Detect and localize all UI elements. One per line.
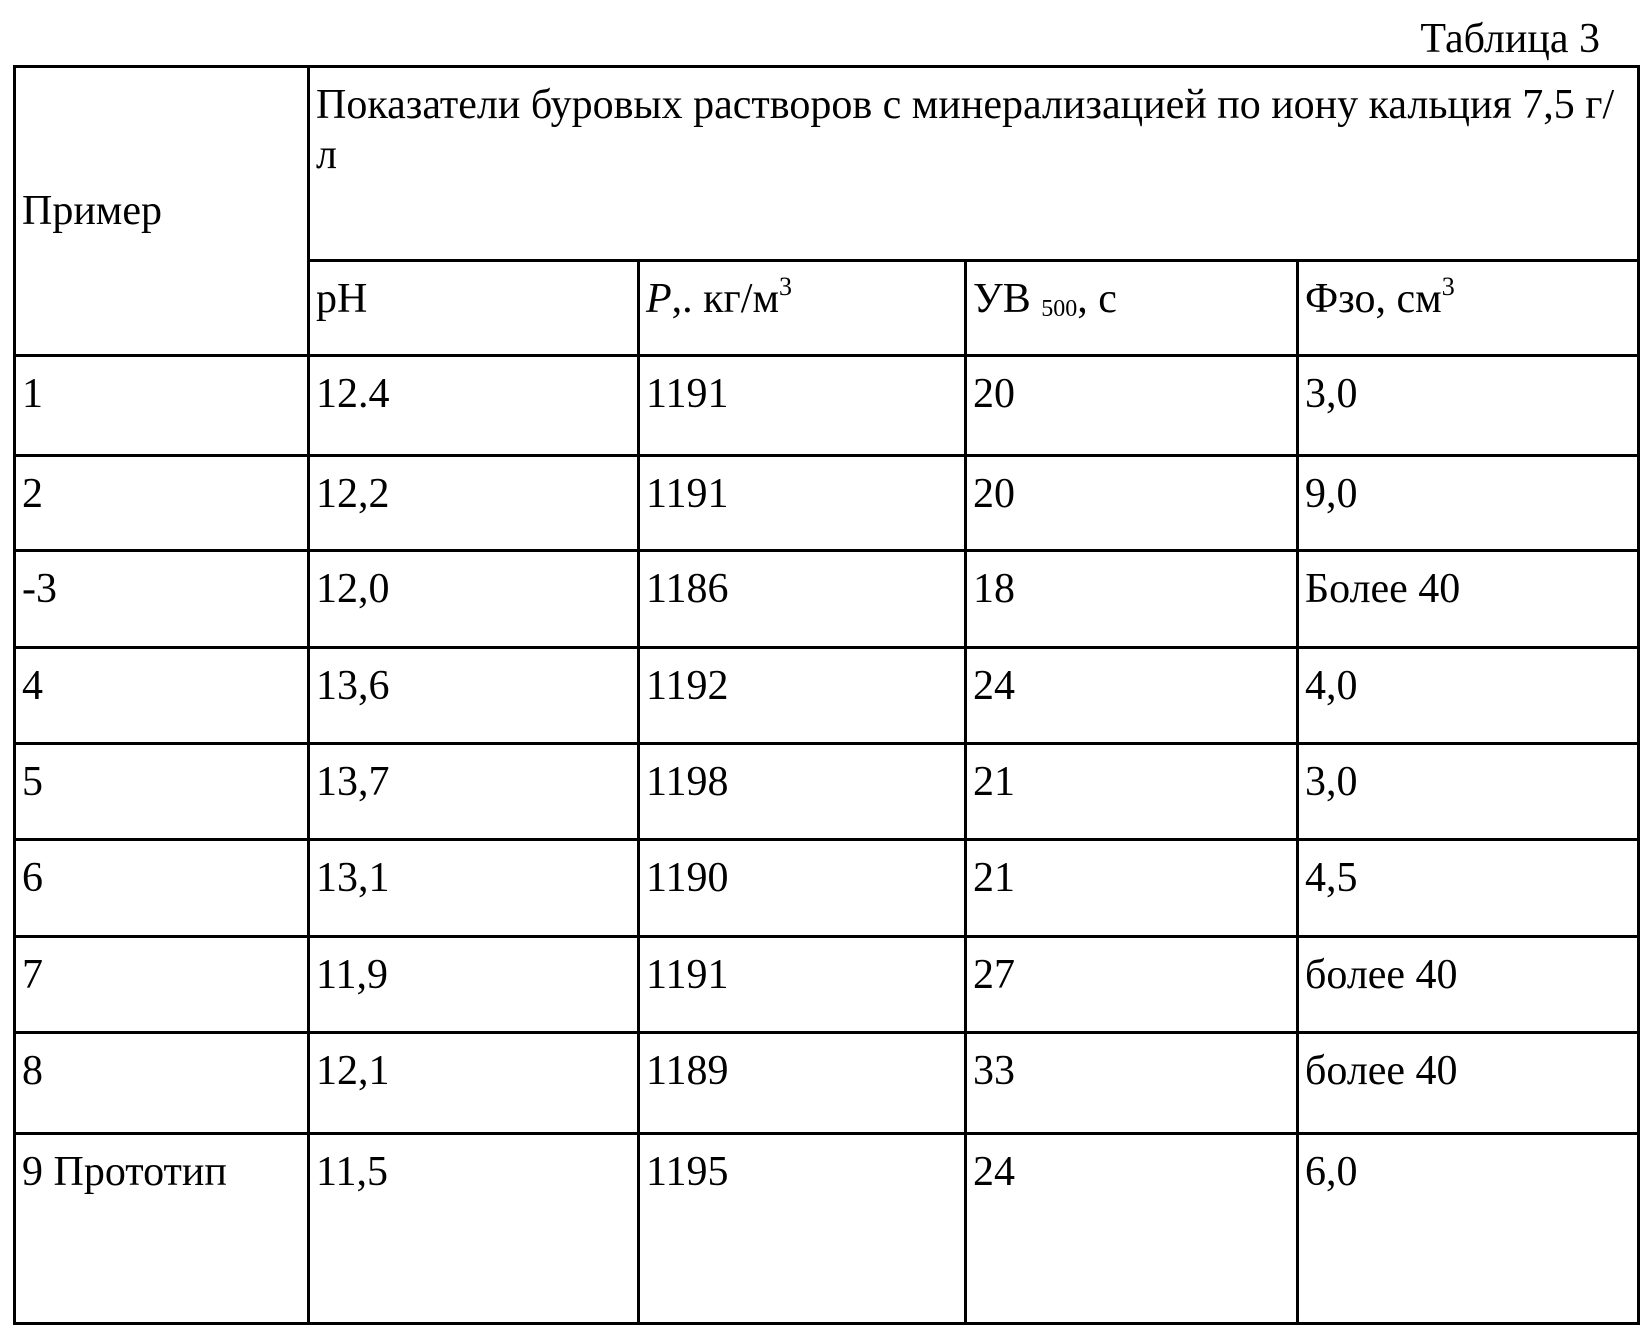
column-header: УВ 500, с — [966, 261, 1298, 356]
header-text-part: 3 — [779, 272, 792, 301]
table-caption: Таблица 3 — [1420, 14, 1600, 64]
table-cell: 8 — [15, 1033, 309, 1134]
table-cell: Более 40 — [1298, 551, 1639, 648]
table-cell: -3 — [15, 551, 309, 648]
header-text-part: 500 — [1041, 296, 1077, 322]
table-cell: 1191 — [639, 456, 966, 551]
table-cell: 21 — [966, 744, 1298, 840]
table-cell: 9,0 — [1298, 456, 1639, 551]
table-cell: 21 — [966, 840, 1298, 937]
table-cell: 12,0 — [309, 551, 639, 648]
table-cell: 9 Прототип — [15, 1134, 309, 1324]
header-text-part: pH — [316, 276, 367, 322]
column-header: Фзо, см3 — [1298, 261, 1639, 356]
table-cell: 4 — [15, 648, 309, 744]
header-group-cell: Показатели буровых растворов с минерализ… — [309, 67, 1639, 261]
header-row: ПримерПоказатели буровых растворов с мин… — [15, 67, 1639, 261]
table-row: 513,71198213,0 — [15, 744, 1639, 840]
table-cell: 20 — [966, 456, 1298, 551]
table-row: 413,61192244,0 — [15, 648, 1639, 744]
header-text-part: , с — [1077, 276, 1117, 322]
table-cell: более 40 — [1298, 937, 1639, 1033]
column-header: pH — [309, 261, 639, 356]
table-cell: 12,2 — [309, 456, 639, 551]
table-cell: 20 — [966, 356, 1298, 456]
table-cell: 1192 — [639, 648, 966, 744]
header-text-part: Фзо, см — [1305, 276, 1442, 322]
table-cell: 1190 — [639, 840, 966, 937]
table-cell: 7 — [15, 937, 309, 1033]
table-cell: 1198 — [639, 744, 966, 840]
table-cell: 3,0 — [1298, 356, 1639, 456]
table-cell: 4,0 — [1298, 648, 1639, 744]
table-cell: 4,5 — [1298, 840, 1639, 937]
table-cell: 1189 — [639, 1033, 966, 1134]
table-cell: 1195 — [639, 1134, 966, 1324]
data-table: ПримерПоказатели буровых растворов с мин… — [13, 65, 1640, 1325]
table-cell: 11,9 — [309, 937, 639, 1033]
table-cell: 1 — [15, 356, 309, 456]
table-cell: более 40 — [1298, 1033, 1639, 1134]
table-cell: 13,7 — [309, 744, 639, 840]
table-cell: 6 — [15, 840, 309, 937]
table-row: 613,11190214,5 — [15, 840, 1639, 937]
header-cell: Пример — [15, 67, 309, 356]
header-text-part: УВ — [973, 276, 1041, 322]
table-cell: 1191 — [639, 356, 966, 456]
table-cell: 24 — [966, 1134, 1298, 1324]
table-cell: 12,1 — [309, 1033, 639, 1134]
table-cell: 12.4 — [309, 356, 639, 456]
table-cell: 11,5 — [309, 1134, 639, 1324]
table-cell: 2 — [15, 456, 309, 551]
table-cell: 5 — [15, 744, 309, 840]
table-body: ПримерПоказатели буровых растворов с мин… — [15, 67, 1639, 1324]
header-text-part: ,. кг/м — [672, 276, 779, 322]
table-row: -312,0118618Более 40 — [15, 551, 1639, 648]
column-header: P,. кг/м3 — [639, 261, 966, 356]
table-cell: 6,0 — [1298, 1134, 1639, 1324]
table-cell: 24 — [966, 648, 1298, 744]
table-row: 812,1118933более 40 — [15, 1033, 1639, 1134]
table-row: 711,9119127более 40 — [15, 937, 1639, 1033]
header-text-part: P — [646, 276, 672, 322]
table-cell: 1191 — [639, 937, 966, 1033]
table-cell: 18 — [966, 551, 1298, 648]
table-row: 212,21191209,0 — [15, 456, 1639, 551]
table-cell: 33 — [966, 1033, 1298, 1134]
table-cell: 13,1 — [309, 840, 639, 937]
table-row: 9 Прототип11,51195246,0 — [15, 1134, 1639, 1324]
table-cell: 13,6 — [309, 648, 639, 744]
table-row: 112.41191203,0 — [15, 356, 1639, 456]
table-cell: 27 — [966, 937, 1298, 1033]
table-cell: 3,0 — [1298, 744, 1639, 840]
table-cell: 1186 — [639, 551, 966, 648]
header-text-part: 3 — [1442, 272, 1455, 301]
